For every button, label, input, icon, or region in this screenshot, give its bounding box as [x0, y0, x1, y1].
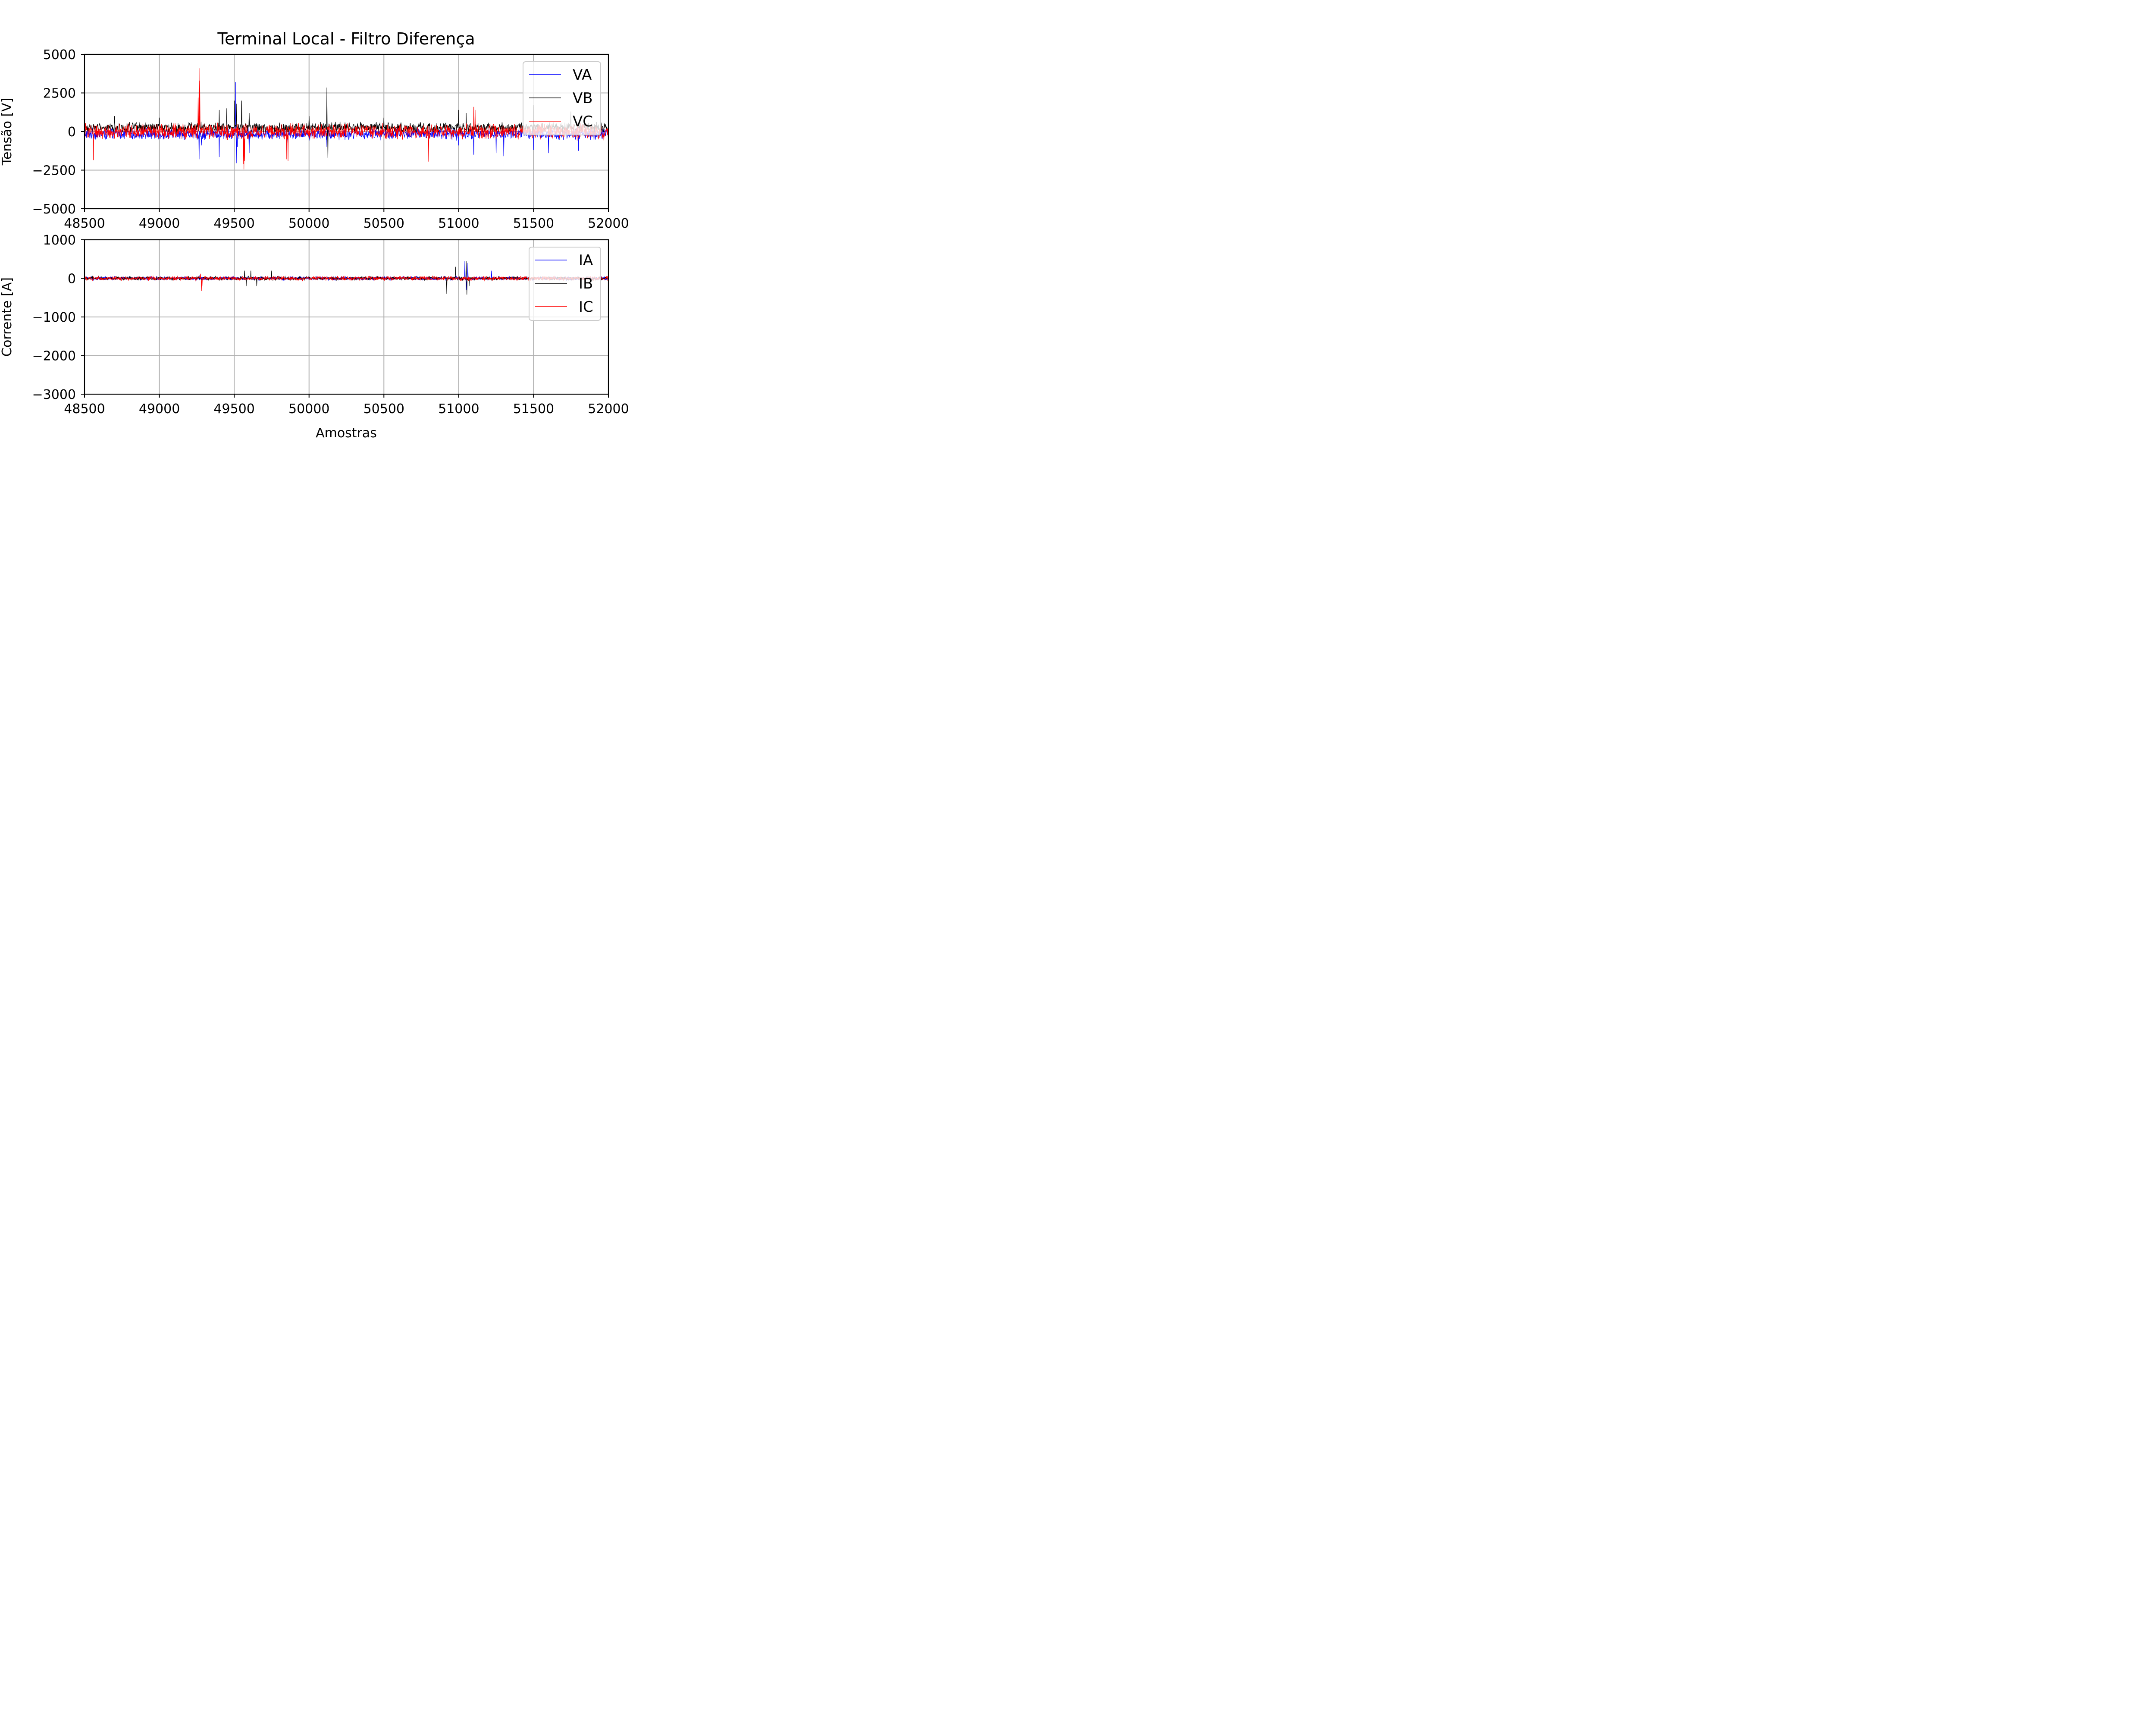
- voltage-x-tick-label: 51500: [513, 216, 554, 231]
- figure: Terminal Local - Filtro Diferença 48500 4…: [0, 0, 667, 445]
- voltage-x-tick-label: 50500: [364, 216, 404, 231]
- voltage-y-tick-label: 2500: [43, 86, 76, 101]
- chart-title: Terminal Local - Filtro Diferença: [217, 29, 475, 48]
- voltage-legend-label-vb: VB: [573, 90, 593, 107]
- current-series-layer: [85, 261, 608, 295]
- voltage-x-tick-label: 51000: [438, 216, 479, 231]
- voltage-x-tick-label: 48500: [64, 216, 105, 231]
- current-x-tick-label: 51500: [513, 401, 554, 417]
- current-series-ib: [85, 261, 608, 295]
- voltage-series-vc: [85, 68, 608, 169]
- current-y-tick-label: −1000: [32, 310, 76, 325]
- current-y-tick-label: 1000: [43, 233, 76, 248]
- current-x-tick-label: 49000: [139, 401, 180, 417]
- voltage-legend-label-vc: VC: [573, 113, 593, 130]
- current-legend-frame: [529, 247, 601, 321]
- voltage-y-tick-label: −2500: [32, 163, 76, 179]
- current-x-tick-label: 51000: [438, 401, 479, 417]
- x-axis-label: Amostras: [316, 426, 377, 441]
- voltage-subplot: 48500 49000 49500 50000 50500 51000 51500 52000…: [0, 47, 629, 231]
- voltage-y-axis-label: Tensão [V]: [0, 98, 15, 166]
- current-legend-label-ic: IC: [579, 298, 593, 316]
- voltage-series-vb: [85, 87, 608, 158]
- current-legend-label-ib: IB: [579, 275, 593, 292]
- voltage-legend-label-va: VA: [573, 66, 592, 84]
- voltage-x-tick-label: 49000: [139, 216, 180, 231]
- current-y-tick-label: −2000: [32, 349, 76, 364]
- current-x-tick-label: 49500: [213, 401, 254, 417]
- voltage-x-tick-label: 50000: [288, 216, 329, 231]
- voltage-legend: VA VB VC: [523, 61, 601, 135]
- voltage-legend-frame: [523, 61, 601, 135]
- current-x-tick-label: 50000: [288, 401, 329, 417]
- current-y-axis-label: Corrente [A]: [0, 277, 15, 357]
- voltage-x-tick-label: 49500: [213, 216, 254, 231]
- current-x-tick-label: 50500: [364, 401, 404, 417]
- current-series-ic: [85, 273, 608, 292]
- current-x-tick-label: 48500: [64, 401, 105, 417]
- voltage-y-tick-label: 5000: [43, 47, 76, 63]
- voltage-y-tick-label: 0: [68, 125, 76, 140]
- current-legend-label-ia: IA: [579, 252, 593, 269]
- current-ticks: 48500 49000 49500 50000 50500 51000 51500 52000…: [32, 233, 629, 417]
- current-x-tick-label: 52000: [588, 401, 629, 417]
- voltage-y-tick-label: −5000: [32, 202, 76, 217]
- voltage-x-tick-label: 52000: [588, 216, 629, 231]
- current-y-tick-label: 0: [68, 272, 76, 287]
- voltage-series-layer: [85, 68, 608, 169]
- current-y-tick-label: −3000: [32, 387, 76, 402]
- current-subplot: 48500 49000 49500 50000 50500 51000 51500 52000…: [0, 233, 629, 441]
- voltage-ticks: 48500 49000 49500 50000 50500 51000 51500 52000…: [32, 47, 629, 231]
- current-legend: IA IB IC: [529, 247, 601, 321]
